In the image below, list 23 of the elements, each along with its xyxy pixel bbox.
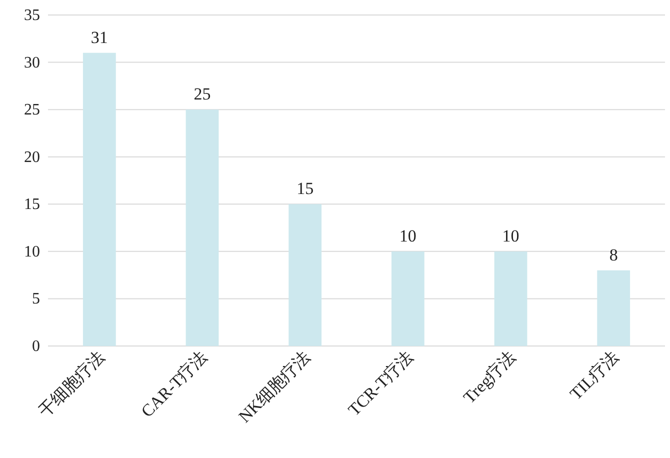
- data-label: 15: [296, 179, 314, 198]
- bar: [494, 251, 528, 346]
- x-tick-label: NK细胞疗法: [235, 347, 314, 426]
- y-tick-label: 5: [32, 290, 40, 308]
- y-tick-label: 20: [24, 148, 40, 166]
- y-tick-label: 15: [24, 196, 40, 214]
- bar: [186, 110, 219, 346]
- data-label: 8: [609, 245, 618, 264]
- y-tick-label: 25: [24, 102, 40, 119]
- x-tick-label: Treg疗法: [460, 347, 520, 408]
- x-tick-label: TIL疗法: [566, 347, 622, 404]
- data-label: 25: [194, 84, 211, 104]
- bar: [597, 270, 630, 346]
- data-label: 10: [502, 226, 520, 246]
- bar: [288, 204, 322, 346]
- data-label: 10: [399, 226, 416, 246]
- bar: [391, 251, 424, 346]
- data-label: 31: [90, 28, 108, 47]
- bar: [82, 52, 116, 346]
- y-tick-label: 35: [24, 7, 40, 24]
- y-tick-label: 10: [24, 243, 40, 260]
- y-tick-label: 30: [24, 54, 40, 72]
- y-tick-label: 0: [32, 338, 40, 355]
